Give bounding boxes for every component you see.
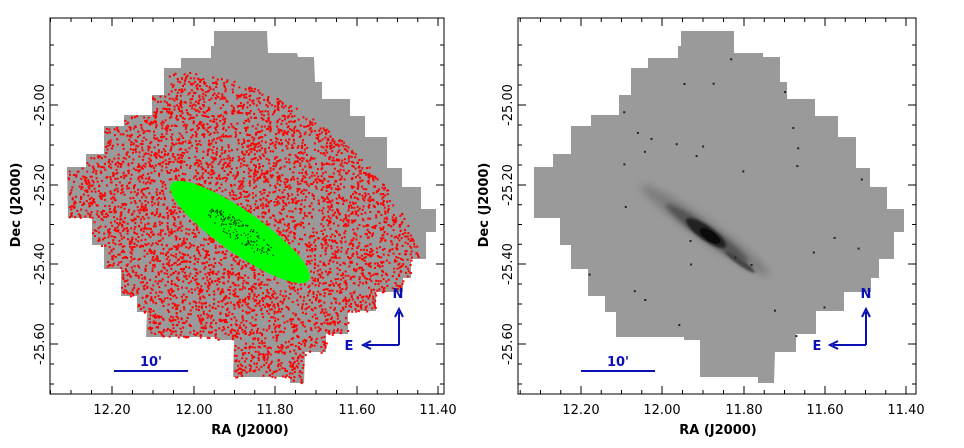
plot-frame-right xyxy=(517,17,917,395)
axis-ticks-right xyxy=(518,18,916,394)
compass-east-label: E xyxy=(345,339,354,354)
compass xyxy=(360,306,404,350)
core-points xyxy=(208,208,274,256)
y-tick-label: -25.20 xyxy=(33,164,48,206)
x-axis-title: RA (J2000) xyxy=(211,423,289,438)
compass xyxy=(827,306,871,350)
x-tick-label: 11.40 xyxy=(419,403,456,418)
x-tick-label: 11.80 xyxy=(725,403,762,418)
y-axis-title: Dec (J2000) xyxy=(9,163,24,248)
field-stars xyxy=(588,58,863,338)
y-tick-label: -25.60 xyxy=(501,323,516,365)
x-tick-label: 11.60 xyxy=(806,403,843,418)
x-tick-label: 11.40 xyxy=(887,403,924,418)
y-tick-label: -25.20 xyxy=(501,164,516,206)
right-panel: 12.20 12.00 11.80 11.60 11.40 RA (J2000)… xyxy=(477,17,925,438)
y-tick-label: -25.40 xyxy=(501,243,516,285)
x-tick-label: 12.20 xyxy=(93,403,130,418)
axis-ticks-left xyxy=(50,18,444,394)
plot-frame-left xyxy=(49,17,445,395)
x-tick-label: 12.00 xyxy=(643,403,680,418)
image-footprint xyxy=(534,31,904,383)
x-axis-title: RA (J2000) xyxy=(679,423,757,438)
left-panel: 12.20 12.00 11.80 11.60 11.40 RA (J2000)… xyxy=(9,17,457,438)
y-tick-label: -25.00 xyxy=(33,84,48,126)
scale-bar-label: 10' xyxy=(607,355,629,370)
compass-east-label: E xyxy=(813,339,822,354)
x-tick-label: 12.00 xyxy=(175,403,212,418)
y-tick-label: -25.40 xyxy=(33,243,48,285)
exclusion-ellipse xyxy=(170,180,310,284)
galaxy-image xyxy=(640,184,770,276)
y-tick-label: -25.00 xyxy=(501,84,516,126)
x-tick-label: 12.20 xyxy=(562,403,599,418)
compass-north-label: N xyxy=(861,287,872,302)
y-axis-title: Dec (J2000) xyxy=(477,163,492,248)
x-tick-label: 11.60 xyxy=(338,403,375,418)
scale-bar-label: 10' xyxy=(140,355,162,370)
y-tick-label: -25.60 xyxy=(33,323,48,365)
compass-north-label: N xyxy=(393,287,404,302)
x-tick-label: 11.80 xyxy=(256,403,293,418)
